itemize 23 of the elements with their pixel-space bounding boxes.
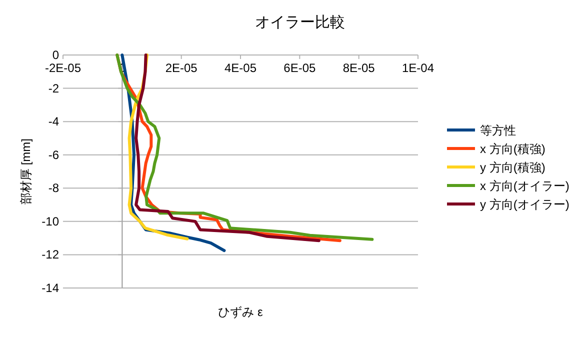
x-tick-label: 8E-05: [342, 61, 376, 75]
x-tick-label: 2E-05: [165, 61, 198, 75]
y-tick-label: -14: [42, 281, 60, 295]
y-tick-label: 0: [52, 48, 60, 62]
legend-label: x 方向(オイラー): [480, 179, 570, 193]
y-tick-label: -6: [48, 148, 60, 162]
legend-label: x 方向(積強): [480, 142, 546, 156]
y-tick-label: -10: [42, 214, 60, 228]
y-axis-title: 部材厚 [mm]: [19, 138, 33, 204]
y-tick-label: -2: [48, 81, 60, 96]
x-tick-label: 6E-05: [284, 61, 316, 75]
line-series: [134, 54, 320, 242]
x-axis-title: ひずみ ε: [218, 305, 264, 319]
y-tick-label: -4: [48, 114, 60, 129]
x-tick-label: 1E-04: [402, 61, 434, 75]
y-tick-label: -8: [48, 181, 60, 196]
legend-label: y 方向(積強): [480, 160, 546, 174]
legend-label: y 方向(オイラー): [480, 198, 570, 212]
x-tick-label: 4E-05: [224, 61, 257, 75]
x-tick-label: -2E-05: [44, 61, 82, 75]
chart-title: オイラー比較: [255, 14, 345, 31]
y-tick-label: -12: [42, 248, 60, 262]
legend-label: 等方性: [480, 124, 516, 138]
